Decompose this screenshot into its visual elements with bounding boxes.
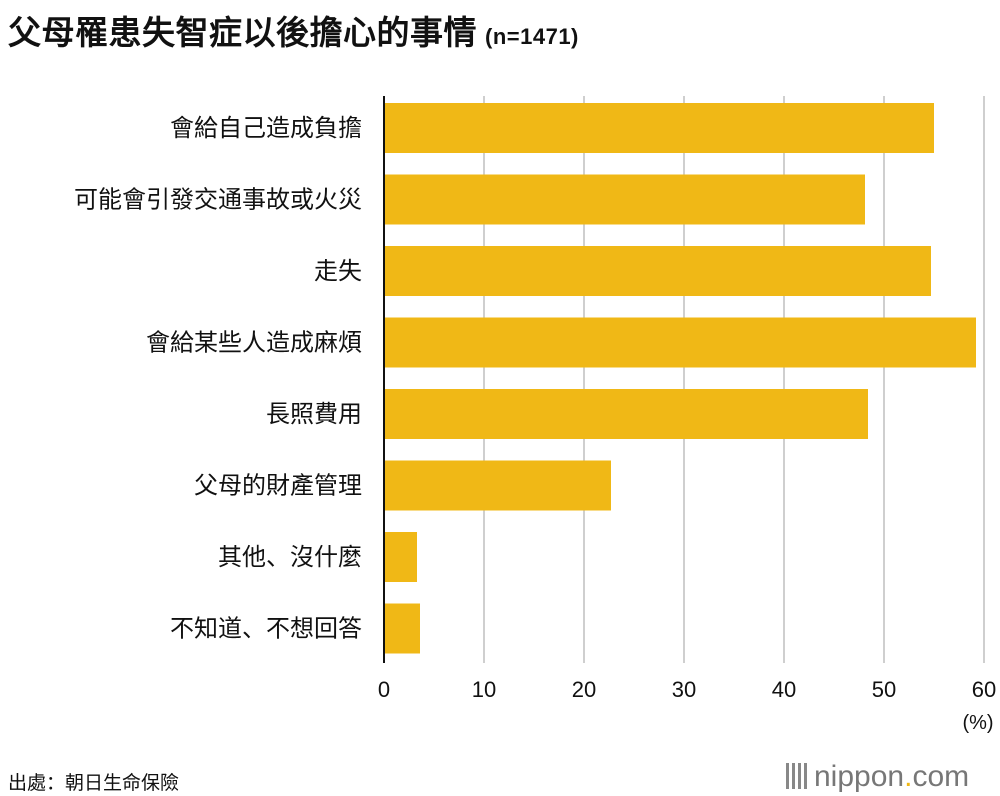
bar: [384, 460, 611, 511]
category-label: 會給某些人造成麻煩: [146, 329, 362, 357]
category-label: 可能會引發交通事故或火災: [74, 186, 362, 214]
x-tick-label: 60: [972, 677, 996, 702]
category-label: 長照費用: [266, 400, 362, 428]
bar: [384, 174, 865, 225]
category-label: 走失: [314, 257, 362, 285]
category-label: 會給自己造成負擔: [170, 114, 362, 142]
logo-bars-icon: [786, 763, 808, 789]
bar: [384, 532, 417, 582]
category-label: 不知道、不想回答: [170, 615, 362, 643]
x-tick-label: 10: [472, 677, 496, 702]
x-tick-label: 40: [772, 677, 796, 702]
nippon-logo: nippon.com: [786, 760, 969, 794]
source-note: 出處：朝日生命保險: [8, 772, 180, 794]
x-tick-label: 50: [872, 677, 896, 702]
chart-title-text: 父母罹患失智症以後擔心的事情: [8, 13, 477, 52]
category-label: 其他、沒什麼: [218, 543, 362, 571]
logo-suffix: com: [912, 760, 970, 793]
sample-size: (n=1471): [485, 24, 579, 49]
bar: [384, 389, 868, 439]
bar: [384, 317, 976, 368]
bar: [384, 246, 931, 296]
bar: [384, 603, 420, 654]
x-tick-label: 20: [572, 677, 596, 702]
x-unit-label: (%): [962, 712, 993, 734]
logo-name: nippon: [814, 760, 905, 793]
category-label: 父母的財產管理: [194, 472, 362, 500]
x-tick-label: 0: [378, 677, 390, 702]
x-tick-label: 30: [672, 677, 696, 702]
bar: [384, 103, 934, 153]
chart-title: 父母罹患失智症以後擔心的事情 (n=1471): [8, 6, 579, 54]
logo-dot: .: [904, 760, 913, 793]
